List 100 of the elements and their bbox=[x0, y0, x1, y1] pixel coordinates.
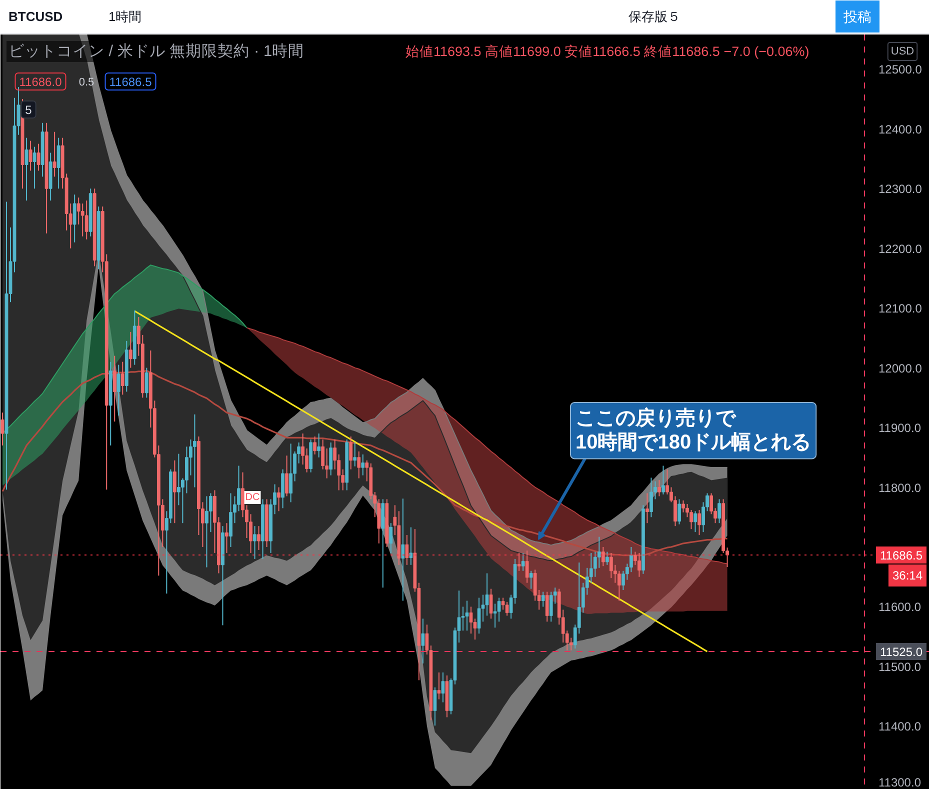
candlestick bbox=[349, 436, 353, 470]
candlestick bbox=[120, 361, 124, 396]
candlestick bbox=[209, 492, 212, 533]
annotation: 11686.5 bbox=[109, 75, 152, 89]
annotation: 0.5 bbox=[78, 76, 94, 88]
candlestick bbox=[116, 364, 120, 416]
candlestick bbox=[112, 355, 116, 422]
candlestick bbox=[281, 468, 284, 509]
y-tick-label: 11900.0 bbox=[878, 421, 922, 436]
candlestick bbox=[650, 477, 653, 518]
y-tick-label: 12300.0 bbox=[878, 182, 922, 196]
candlestick bbox=[421, 618, 425, 664]
candlestick bbox=[229, 492, 232, 548]
annotation: USD bbox=[890, 46, 914, 58]
candlestick bbox=[662, 465, 665, 495]
y-tick-label: 11800.0 bbox=[878, 480, 922, 495]
candlestick bbox=[205, 496, 208, 568]
candlestick bbox=[172, 460, 176, 524]
y-tick-label: 12400.0 bbox=[878, 122, 922, 136]
candlestick bbox=[361, 454, 365, 476]
candlestick bbox=[144, 367, 148, 398]
candlestick bbox=[257, 526, 260, 550]
candlestick bbox=[56, 137, 60, 190]
candlestick bbox=[477, 597, 481, 634]
candlestick bbox=[485, 572, 489, 616]
candlestick bbox=[545, 591, 549, 622]
candlestick bbox=[289, 443, 293, 503]
candlestick bbox=[405, 534, 409, 566]
candlestick bbox=[357, 450, 361, 479]
candlestick bbox=[489, 588, 493, 620]
candlestick bbox=[678, 498, 681, 525]
candlestick bbox=[52, 131, 56, 178]
ref-line-label: 11686.5 bbox=[880, 548, 923, 563]
candlestick bbox=[497, 597, 501, 622]
candlestick bbox=[601, 546, 605, 567]
candlestick bbox=[72, 194, 76, 243]
annotation: ここの戻り売りで 10時間で180ドル幅とれる bbox=[576, 406, 812, 454]
candlestick bbox=[409, 526, 413, 566]
y-tick-label: 11400.0 bbox=[878, 720, 922, 734]
candlestick bbox=[525, 550, 529, 584]
annotation: 5 bbox=[25, 103, 32, 117]
candlestick bbox=[193, 414, 196, 488]
y-tick-label: 12500.0 bbox=[878, 62, 922, 77]
candlestick bbox=[609, 552, 613, 579]
candlestick bbox=[128, 331, 132, 368]
text: 始値11693.5 高値11699.0 安値11666.5 終値11686.5 −7.0 (−0.06%) bbox=[406, 44, 810, 59]
candlestick bbox=[225, 522, 228, 554]
candlestick bbox=[465, 600, 469, 632]
candlestick bbox=[277, 486, 280, 512]
candlestick bbox=[637, 552, 641, 578]
candlestick bbox=[682, 500, 685, 513]
candlestick bbox=[549, 591, 553, 622]
candlestick bbox=[710, 492, 713, 515]
candlestick bbox=[80, 203, 84, 237]
candlestick bbox=[301, 433, 305, 466]
candlestick bbox=[698, 509, 701, 536]
y-tick-label: 11600.0 bbox=[878, 600, 922, 614]
candlestick bbox=[241, 472, 244, 518]
candlestick bbox=[718, 498, 721, 524]
candlestick bbox=[84, 200, 88, 240]
candlestick bbox=[0, 412, 4, 446]
candlestick bbox=[690, 509, 693, 530]
candlestick bbox=[24, 137, 28, 202]
candlestick bbox=[321, 438, 325, 470]
candlestick bbox=[597, 536, 601, 568]
candlestick bbox=[617, 570, 621, 602]
candlestick bbox=[541, 591, 545, 608]
y-tick-label: 12000.0 bbox=[878, 361, 922, 376]
y-tick-label: 12200.0 bbox=[878, 242, 922, 256]
text: BTCUSD bbox=[8, 9, 63, 24]
candlestick bbox=[36, 143, 40, 172]
candlestick bbox=[389, 522, 393, 554]
candlestick bbox=[441, 672, 445, 703]
candlestick bbox=[646, 492, 649, 524]
annotation: 36:14 bbox=[892, 568, 923, 582]
candlestick bbox=[521, 552, 525, 572]
candlestick bbox=[674, 496, 677, 527]
candlestick bbox=[694, 510, 697, 533]
candlestick bbox=[32, 146, 36, 190]
candlestick bbox=[353, 442, 357, 467]
candlestick bbox=[285, 455, 288, 497]
text: ビットコイン / 米ドル 無期限契約 · 1時間 bbox=[8, 42, 304, 60]
candlestick bbox=[529, 570, 533, 590]
candlestick bbox=[658, 480, 661, 497]
candlestick bbox=[313, 436, 317, 455]
y-tick-label: 12100.0 bbox=[878, 302, 922, 316]
text: 保存版５ bbox=[628, 9, 680, 24]
text: 投稿 bbox=[842, 8, 872, 24]
candlestick bbox=[28, 140, 32, 172]
y-tick-label: 11300.0 bbox=[878, 776, 922, 789]
candlestick bbox=[401, 498, 405, 602]
candlestick bbox=[569, 637, 573, 651]
candlestick bbox=[437, 672, 441, 700]
candlestick bbox=[253, 526, 256, 560]
candlestick bbox=[605, 551, 609, 566]
text: 1時間 bbox=[108, 9, 142, 24]
annotation: DC bbox=[245, 492, 260, 503]
annotation: 11686.0 bbox=[19, 75, 62, 89]
candlestick bbox=[329, 442, 333, 476]
candlestick bbox=[317, 433, 321, 458]
